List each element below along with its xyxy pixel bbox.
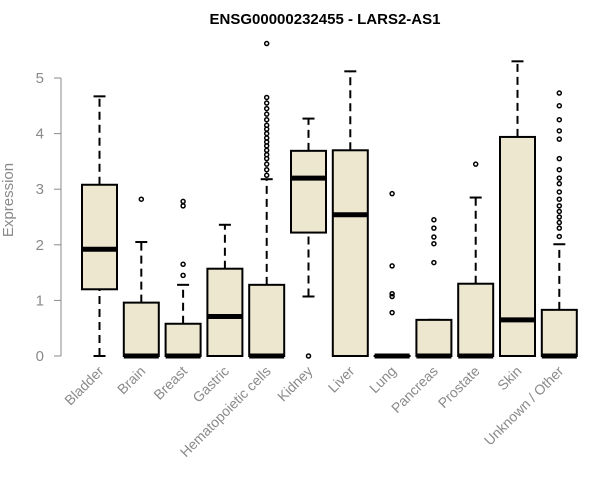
outlier-point (556, 128, 563, 134)
outlier-point (556, 90, 563, 96)
outlier-point (556, 196, 563, 202)
y-tick-label: 3 (36, 181, 44, 198)
plot-area (81, 40, 578, 359)
box-group (457, 161, 495, 359)
box (122, 301, 160, 357)
box-group (373, 190, 411, 359)
outlier-point (389, 309, 395, 316)
box-group (206, 223, 244, 358)
box (457, 282, 495, 357)
outlier-point (263, 147, 270, 154)
box-group (499, 60, 536, 357)
outlier-point (556, 214, 563, 220)
outlier-point (431, 240, 437, 247)
outlier-point (263, 111, 270, 117)
outlier-point (556, 180, 563, 187)
y-tick-label: 2 (36, 237, 44, 254)
x-tick-label: Liver (325, 363, 358, 396)
outlier-point (556, 225, 563, 231)
box-group (415, 217, 453, 359)
outlier-point (263, 151, 270, 158)
outlier-point (263, 135, 270, 141)
box-group (164, 198, 202, 359)
box (81, 183, 118, 291)
y-tick-label: 1 (36, 292, 44, 309)
box (415, 318, 453, 357)
outlier-point (431, 234, 437, 240)
outlier-point (472, 161, 479, 167)
outlier-point (431, 259, 437, 266)
box (540, 308, 578, 357)
outlier-point (180, 203, 186, 209)
outlier-point (556, 166, 563, 173)
box-group (248, 40, 286, 359)
x-tick-label: Breast (150, 363, 190, 403)
outlier-point (556, 175, 563, 181)
y-tick-label: 5 (36, 70, 44, 87)
y-axis: 0 1 2 3 4 5 (36, 70, 62, 365)
outlier-point (389, 293, 395, 300)
outlier-point (263, 100, 270, 106)
outlier-point (389, 263, 395, 269)
y-tick-label: 4 (36, 126, 44, 143)
outlier-point (389, 190, 395, 197)
x-tick-label: Prostate (435, 363, 483, 411)
outlier-point (431, 225, 437, 231)
outlier-point (389, 290, 395, 297)
box-group (122, 196, 160, 359)
box (206, 267, 244, 358)
box (499, 135, 536, 357)
outlier-point (180, 261, 186, 268)
outlier-point (263, 166, 270, 173)
outlier-point (263, 40, 270, 47)
x-tick-label: Skin (494, 363, 525, 394)
x-tick-label: Bladder (61, 363, 107, 409)
outlier-point (431, 217, 437, 223)
outlier-point (556, 103, 563, 109)
outlier-point (305, 353, 312, 359)
box-group (540, 90, 578, 359)
box-group (331, 70, 369, 357)
outlier-point (556, 233, 563, 240)
outlier-point (556, 208, 563, 215)
outlier-point (180, 272, 186, 279)
outlier-point (556, 219, 563, 226)
box (248, 283, 286, 357)
outlier-point (138, 196, 145, 202)
outlier-point (556, 136, 563, 142)
x-tick-label: Lung (366, 363, 399, 396)
x-tick-label: Brain (114, 363, 148, 397)
outlier-point (263, 94, 270, 101)
outlier-point (263, 161, 270, 167)
box-group (290, 117, 327, 359)
outlier-point (263, 122, 270, 129)
y-tick-label: 0 (36, 348, 44, 365)
box (290, 149, 327, 234)
outlier-point (263, 130, 270, 137)
outlier-point (556, 155, 563, 162)
outlier-point (180, 198, 186, 205)
box-group (81, 95, 118, 357)
outlier-point (556, 116, 563, 123)
box (164, 322, 202, 358)
x-tick-label: Unknown / Other (481, 363, 567, 449)
outlier-point (263, 116, 270, 123)
y-axis-label: Expression (0, 163, 17, 237)
outlier-point (263, 172, 270, 179)
chart-title: ENSG00000232455 - LARS2-AS1 (210, 11, 441, 28)
outlier-point (556, 189, 563, 195)
outlier-point (556, 203, 563, 209)
box (331, 149, 369, 357)
x-tick-label: Kidney (274, 363, 316, 405)
outlier-point (263, 105, 270, 112)
